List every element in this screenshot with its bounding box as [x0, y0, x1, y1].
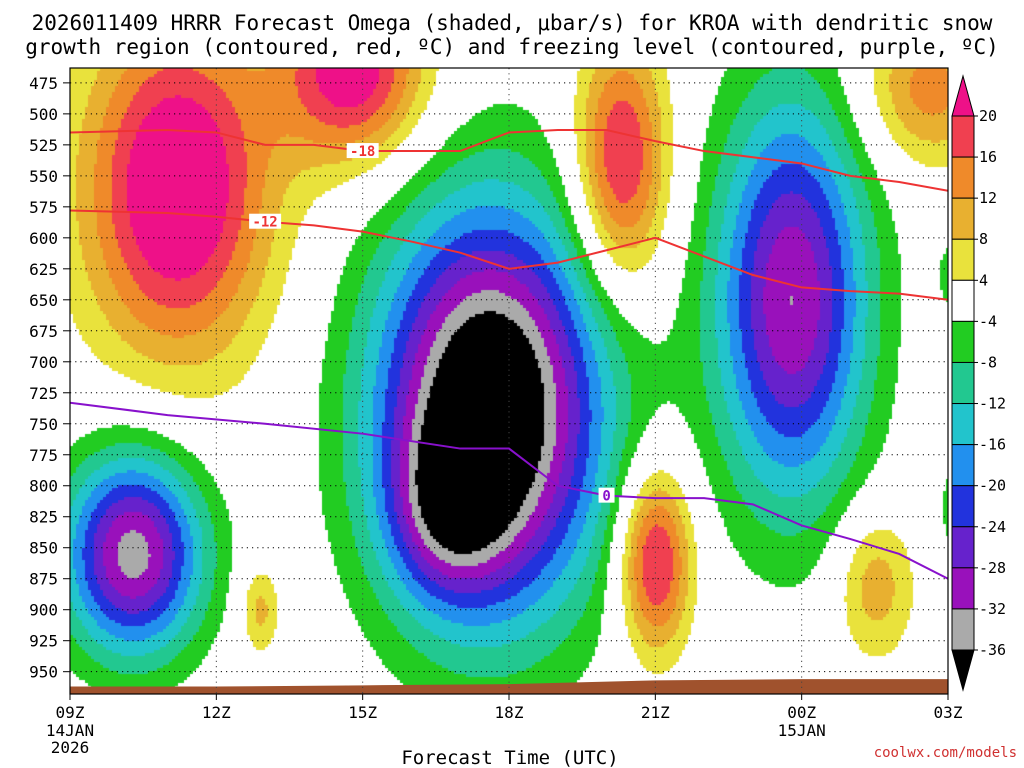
colorbar-tick-label: 20 — [979, 107, 997, 125]
x-tick-label: 03Z — [934, 703, 963, 722]
colorbar-swatch — [951, 526, 975, 569]
colorbar-tick-label: -4 — [979, 312, 997, 330]
colorbar-swatch — [951, 485, 975, 528]
y-tick-label: 750 — [29, 415, 58, 434]
colorbar-tick-label: 12 — [979, 189, 997, 207]
x-tick-label: 00Z — [787, 703, 816, 722]
freezing-level-contour-label: 0 — [602, 489, 610, 505]
x-tick-label: 15Z — [348, 703, 377, 722]
y-tick-label: 900 — [29, 601, 58, 620]
colorbar-tick-label: -16 — [979, 436, 1006, 454]
colorbar-swatch — [951, 608, 975, 651]
colorbar-swatch — [951, 403, 975, 446]
y-tick-label: 950 — [29, 663, 58, 682]
colorbar-swatch — [951, 115, 975, 158]
colorbar-swatch — [951, 361, 975, 405]
x-tick-label: 21Z — [641, 703, 670, 722]
chart-title-line-2: growth region (contoured, red, ºC) and f… — [25, 35, 999, 59]
x-tick-label: 18Z — [495, 703, 524, 722]
x-tick-label: 12Z — [202, 703, 231, 722]
x-tick-sublabel: 15JAN — [778, 721, 826, 740]
colorbar-bottom-triangle — [951, 649, 975, 692]
y-tick-label: 575 — [29, 198, 58, 217]
credit-text[interactable]: coolwx.com/models — [874, 745, 1017, 761]
colorbar-tick-label: 4 — [979, 271, 988, 289]
x-tick-sublabel: 14JAN — [46, 721, 94, 740]
y-tick-label: 800 — [29, 477, 58, 496]
colorbar-swatch — [951, 279, 975, 322]
dgz-contour-minus12-label-bg — [249, 213, 282, 229]
y-tick-label: 850 — [29, 539, 58, 558]
dgz-contour-minus18 — [70, 128, 948, 192]
freezing-level-contour-label-bg — [598, 487, 615, 503]
terrain — [70, 679, 948, 694]
contours: -18 -12 0 — [70, 128, 948, 580]
y-tick-label: 500 — [29, 105, 58, 124]
dgz-contour-minus12 — [70, 209, 948, 301]
dgz-contour-minus18-label: -18 — [350, 144, 375, 160]
y-tick-label: 550 — [29, 167, 58, 186]
y-tick-label: 675 — [29, 322, 58, 341]
colorbar-tick-label: -32 — [979, 600, 1006, 618]
colorbar-swatch — [951, 238, 975, 281]
x-tick-label: 09Z — [56, 703, 85, 722]
y-tick-label: 475 — [29, 74, 58, 93]
colorbar-tick-label: -36 — [979, 641, 1006, 659]
colorbar-tick-label: -20 — [979, 477, 1006, 495]
dgz-contour-minus18-label-bg — [346, 143, 379, 159]
colorbar-swatch — [951, 156, 975, 199]
y-tick-label: 625 — [29, 260, 58, 279]
y-tick-label: 600 — [29, 229, 58, 248]
colorbar-top-triangle — [951, 74, 975, 117]
colorbar-swatch — [951, 197, 975, 240]
dgz-contour-minus12-label: -12 — [252, 215, 277, 231]
colorbar-swatch — [951, 320, 975, 363]
y-tick-label: 825 — [29, 508, 58, 527]
y-axis: 475 500 525 550 575 600 625 650 675 700 725 750 775 8… — [29, 74, 70, 682]
colorbar-tick-label: 8 — [979, 230, 988, 248]
colorbar-tick-label: -8 — [979, 353, 997, 371]
x-axis-label: Forecast Time (UTC) — [401, 747, 618, 768]
y-tick-label: 525 — [29, 136, 58, 155]
colorbar-swatch — [951, 444, 975, 487]
y-tick-label: 775 — [29, 446, 58, 465]
y-tick-label: 700 — [29, 353, 58, 372]
y-tick-label: 925 — [29, 632, 58, 651]
colorbar-tick-label: -24 — [979, 518, 1006, 536]
y-tick-label: 875 — [29, 570, 58, 589]
colorbar-tick-label: -12 — [979, 395, 1006, 413]
chart-title-line-1: 2026011409 HRRR Forecast Omega (shaded, … — [32, 11, 993, 35]
x-tick-sublabel: 2026 — [51, 738, 90, 757]
y-tick-label: 650 — [29, 291, 58, 310]
colorbar-tick-label: 16 — [979, 148, 997, 166]
colorbar-swatch — [951, 567, 975, 610]
colorbar-tick-label: -28 — [979, 559, 1006, 577]
colorbar: 20 16 12 8 4 -4 -8 -12 -16 -20 -24 -28 -32 -36 — [951, 74, 1006, 692]
y-tick-label: 725 — [29, 384, 58, 403]
terrain-band — [70, 679, 948, 694]
